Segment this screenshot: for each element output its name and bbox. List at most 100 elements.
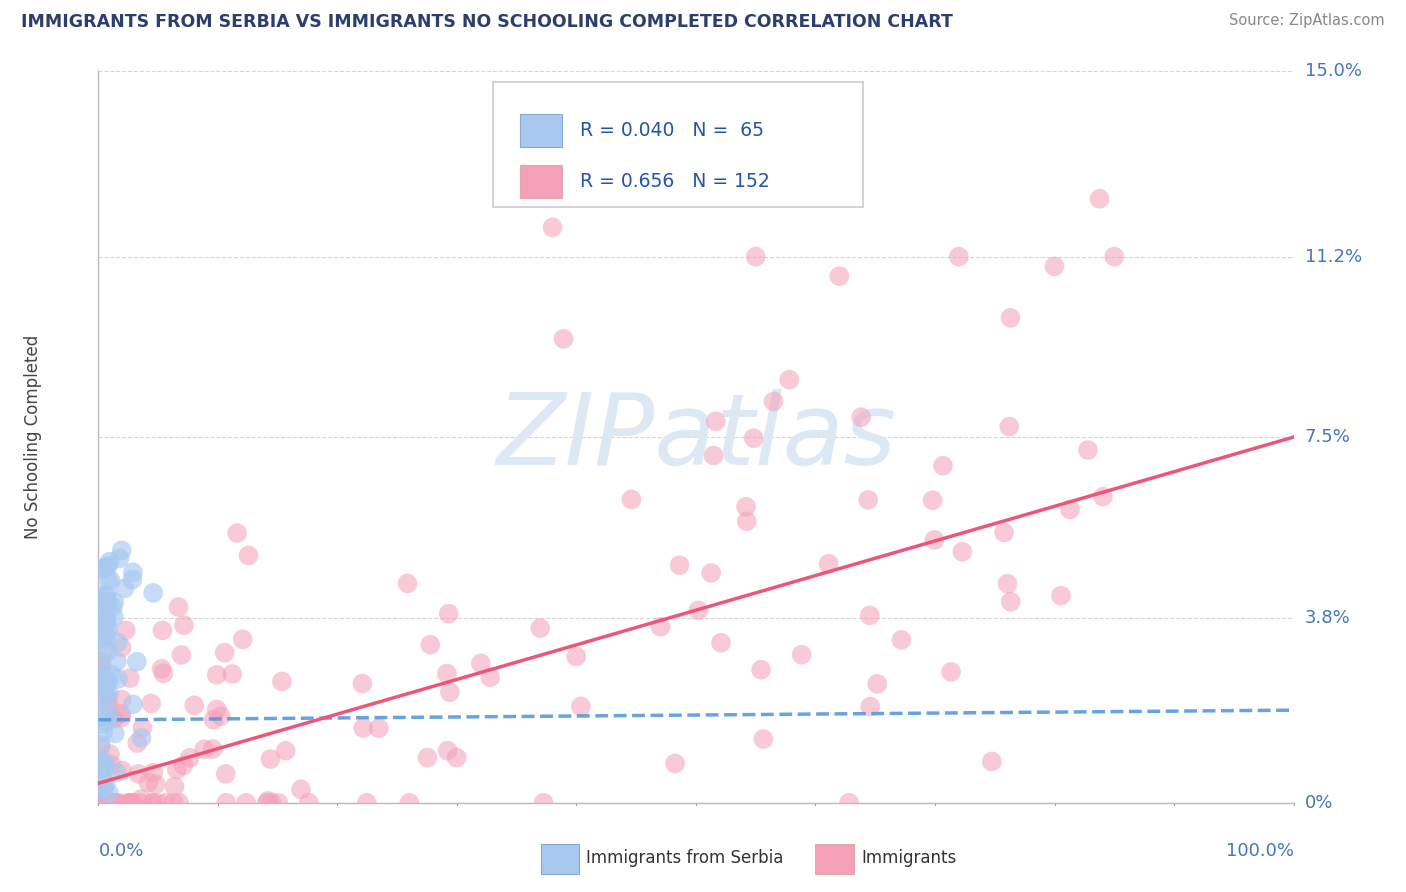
Point [100, 574, 122, 588]
Point [110, 692, 132, 706]
Bar [541, 845, 579, 874]
Point [866, 677, 889, 691]
Point [742, 431, 765, 445]
Point [89, 588, 111, 602]
Point [267, 796, 290, 810]
Text: 0%: 0% [1305, 794, 1333, 812]
Point [232, 632, 254, 647]
Point [790, 648, 813, 662]
Point [100, 667, 122, 681]
Point [749, 663, 772, 677]
Point [142, 765, 165, 780]
Point [97, 573, 120, 587]
Point [470, 657, 492, 671]
Point [98, 747, 121, 761]
Point [118, 671, 141, 685]
Point [96, 629, 118, 643]
Point [131, 792, 153, 806]
Point [127, 767, 149, 781]
Point [141, 697, 163, 711]
Point [226, 526, 249, 541]
Point [94, 610, 117, 624]
Point [91, 632, 114, 647]
Point [352, 676, 374, 690]
Point [142, 586, 165, 600]
Bar [520, 114, 562, 147]
Point [97, 559, 120, 574]
Point [131, 731, 153, 745]
Point [205, 668, 228, 682]
Point [270, 674, 292, 689]
Point [90, 655, 112, 669]
Point [398, 796, 420, 810]
Point [89, 657, 111, 672]
Bar [520, 166, 562, 198]
Point [745, 250, 768, 264]
Point [110, 706, 132, 721]
Point [849, 410, 872, 425]
Point [98, 708, 121, 723]
Point [93, 597, 115, 611]
Point [163, 796, 186, 810]
Point [437, 607, 460, 621]
Point [90, 738, 112, 752]
Point [142, 796, 165, 810]
Point [91, 644, 114, 658]
Point [138, 775, 160, 789]
Point [1000, 595, 1022, 609]
Text: Source: ZipAtlas.com: Source: ZipAtlas.com [1229, 13, 1385, 29]
Point [91, 709, 114, 723]
Point [202, 713, 225, 727]
Point [117, 796, 139, 810]
Point [103, 609, 125, 624]
Point [205, 702, 228, 716]
Point [89, 754, 111, 768]
Point [939, 665, 962, 679]
Point [121, 796, 143, 810]
Point [94, 560, 117, 574]
Point [97, 622, 120, 636]
Text: R = 0.656   N = 152: R = 0.656 N = 152 [581, 172, 770, 192]
Point [107, 635, 129, 649]
Point [436, 666, 458, 681]
Point [817, 557, 839, 571]
Point [107, 796, 129, 810]
Point [167, 796, 190, 810]
Point [122, 796, 145, 810]
Point [932, 458, 955, 473]
Point [173, 618, 195, 632]
Point [166, 763, 188, 777]
Point [998, 419, 1021, 434]
Point [214, 646, 236, 660]
Point [924, 533, 946, 547]
Point [97, 644, 120, 658]
Point [120, 796, 142, 810]
Point [96, 590, 118, 604]
Point [91, 796, 114, 810]
Point [96, 714, 118, 729]
Point [121, 698, 143, 712]
Point [259, 752, 281, 766]
Point [710, 636, 733, 650]
Point [114, 582, 136, 596]
Point [93, 678, 115, 692]
Point [100, 796, 122, 810]
Text: 3.8%: 3.8% [1305, 608, 1350, 626]
Point [436, 744, 458, 758]
Point [93, 772, 115, 787]
Point [89, 782, 111, 797]
Point [141, 796, 163, 810]
Point [94, 703, 117, 717]
Point [93, 759, 115, 773]
Point [1104, 250, 1126, 264]
Point [104, 796, 127, 810]
Point [167, 600, 190, 615]
Point [735, 514, 758, 528]
Point [101, 796, 124, 810]
Point [96, 588, 118, 602]
Point [778, 373, 800, 387]
Point [91, 677, 114, 691]
Point [260, 796, 283, 810]
Point [890, 632, 912, 647]
Point [541, 220, 564, 235]
